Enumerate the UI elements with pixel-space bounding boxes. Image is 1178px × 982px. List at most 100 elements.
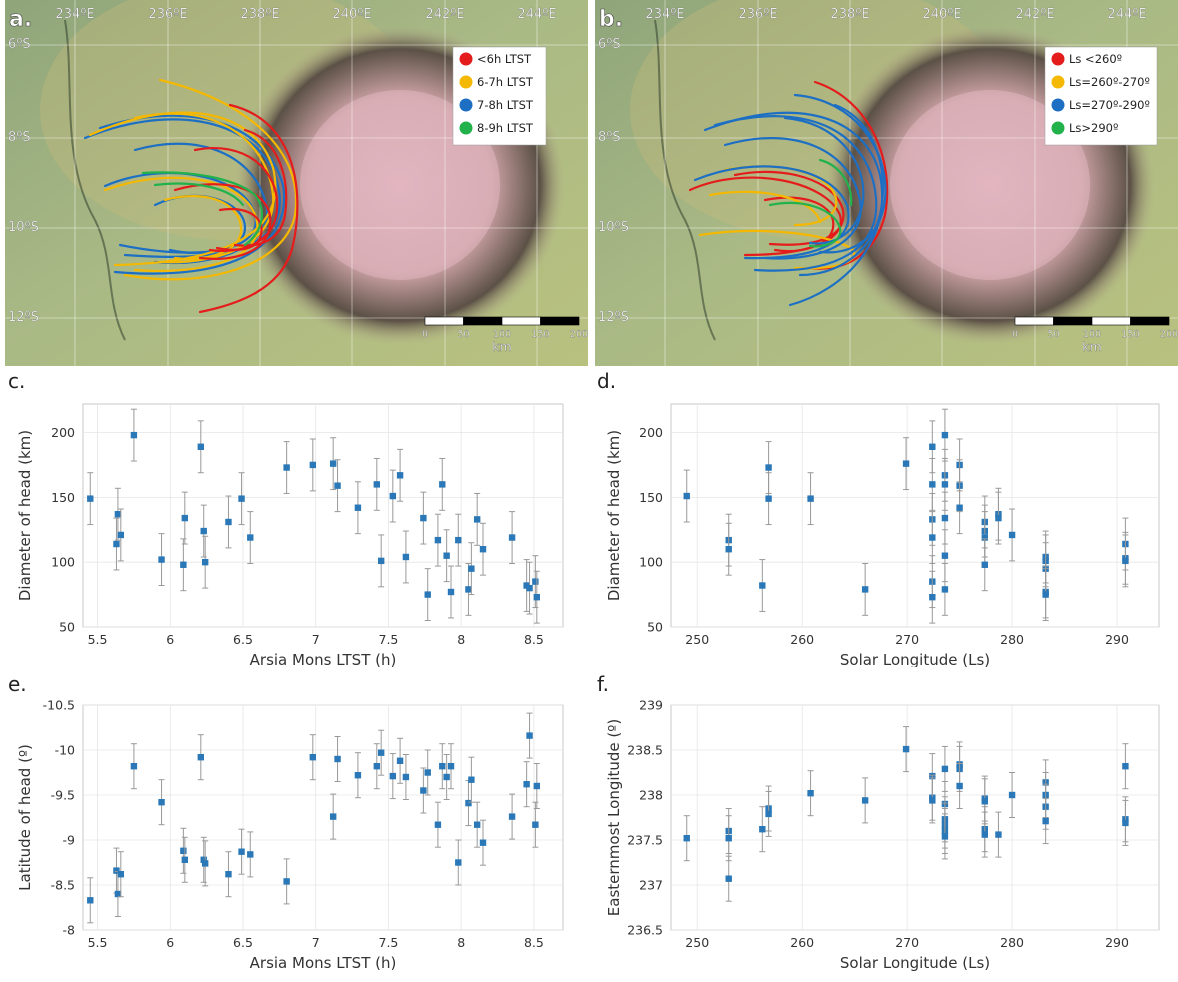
data-point [941,431,949,439]
data-point [807,790,814,797]
legend-label: Ls <260º [1069,52,1122,66]
data-point [1122,557,1129,565]
data-point [309,461,317,469]
data-point [424,769,431,776]
data-point [402,773,410,781]
data-point [759,582,766,589]
data-point [941,765,949,773]
scale-bar-tick: 50 [457,329,469,340]
data-point [238,495,245,502]
scale-bar-segment [463,316,503,326]
data-point [1122,763,1129,770]
y-axis-label: Diameter of head (km) [605,430,623,601]
data-point [443,552,450,559]
data-point [87,897,94,904]
data-point [941,481,949,488]
latitude-label: 12ºS [8,310,39,325]
data-point [473,516,481,523]
data-point [683,492,690,500]
x-axis-label: Solar Longitude (Ls) [840,651,990,667]
scale-bar-tick: 100 [493,329,511,340]
data-point [434,821,442,828]
data-point [1042,591,1049,598]
data-point [725,835,732,842]
data-point [929,481,936,488]
data-point [309,754,317,761]
panel-label: b. [599,7,623,32]
cloud-trajectory [708,190,822,224]
x-tick-label: 6.5 [233,935,253,950]
longitude-label: 240ºE [922,7,961,22]
y-tick-label: 100 [639,555,663,570]
data-point [902,745,910,753]
latitude-label: 10ºS [598,220,629,235]
data-point [941,514,949,522]
data-point [508,534,516,541]
data-point [377,749,385,756]
caldera-floor [300,90,500,280]
data-point [389,492,397,500]
x-tick-label: 7.5 [379,632,399,647]
data-point [683,835,690,842]
data-point [941,552,949,559]
data-point [981,831,988,838]
data-point [807,495,814,502]
legend-label: 7-8h LTST [477,98,534,112]
data-point [225,518,232,526]
data-point [532,578,539,585]
scale-bar-tick: 150 [531,329,549,340]
data-point [902,460,910,467]
data-point [465,799,472,807]
y-tick-label: 200 [639,425,663,440]
cloud-trajectory [123,78,298,281]
x-tick-label: 260 [790,632,814,647]
cloud-trajectory [233,128,288,247]
scale-bar-tick: 150 [1121,329,1139,340]
data-point [523,781,530,788]
data-point [1042,817,1049,825]
caldera-floor [890,90,1090,280]
data-point [861,586,869,593]
legend-marker [1051,75,1065,89]
chart-svg: 5.5 6 6.5 7 7.5 8 8.5 50 100 150 200 Arsia Mons LTS… [8,369,564,669]
x-tick-label: 5.5 [88,632,108,647]
legend-marker [1051,52,1065,66]
data-point [283,878,290,885]
scale-bar-unit: km [492,339,511,354]
y-tick-label: 237 [639,878,663,893]
x-tick-label: 270 [895,935,919,950]
data-point [130,763,138,770]
data-point [473,821,481,828]
cloud-trajectory [153,182,245,207]
latitude-label: 8ºS [598,130,621,145]
legend-marker [459,121,473,135]
data-point [283,464,290,471]
panel-label: d. [597,372,616,393]
data-point [439,763,446,770]
cloud-trajectory [133,112,275,264]
data-point [117,871,125,878]
cloud-trajectory [103,176,259,272]
legend-label: 6-7h LTST [477,75,534,89]
y-tick-label: 239 [639,698,663,713]
cloud-trajectory [198,103,299,314]
x-tick-label: 8 [457,632,465,647]
data-point [114,511,122,518]
data-point [861,797,869,804]
data-point [929,534,936,541]
x-tick-label: 250 [685,935,709,950]
data-point [238,848,245,855]
latitude-label: 6ºS [598,37,621,52]
x-axis-label: Arsia Mons LTST (h) [250,954,397,972]
data-point [455,536,462,544]
data-point [526,584,533,592]
cloud-trajectory [763,196,835,253]
panel-label: f. [597,675,609,696]
data-point [158,799,165,806]
x-tick-label: 8.5 [524,632,544,647]
data-point [508,813,516,820]
data-point [981,534,988,541]
y-tick-label: 236.5 [627,923,663,938]
data-point [526,732,533,739]
cloud-trajectory [768,201,842,248]
